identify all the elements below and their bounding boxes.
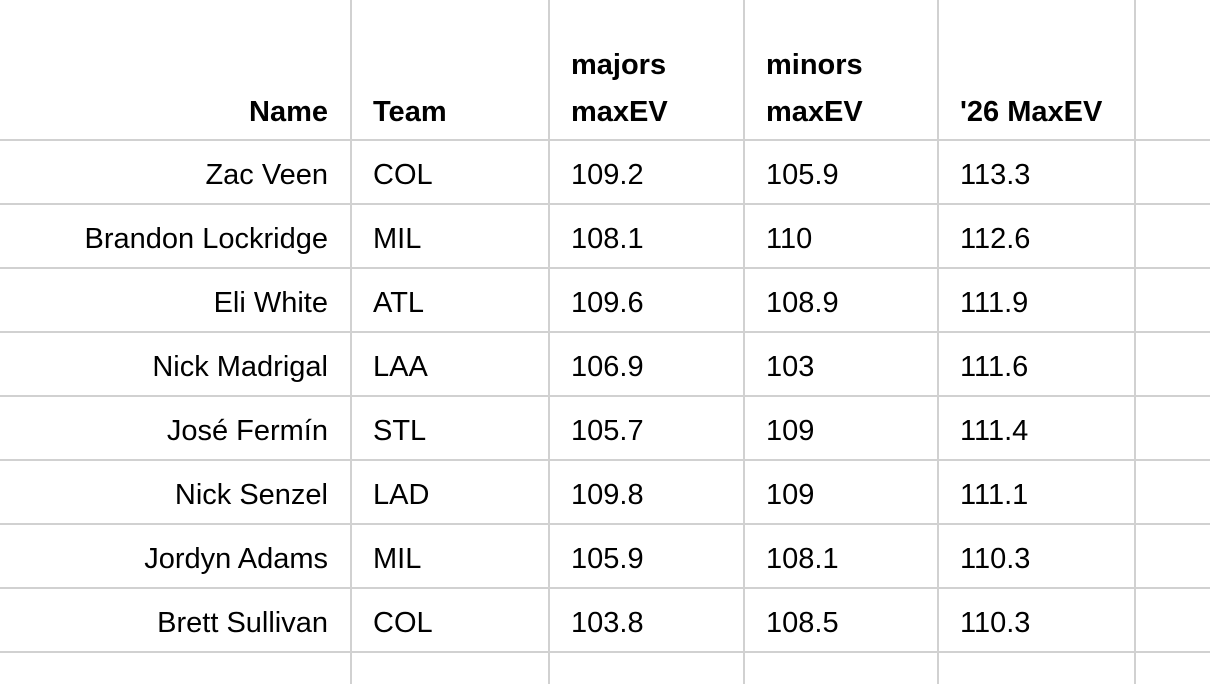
cell-majors-maxev[interactable]: 105.9 [550,525,745,589]
cell-blank[interactable] [1136,461,1210,525]
cell-26-maxev[interactable]: 111.4 [939,397,1136,461]
cell-team[interactable]: MIL [352,205,550,269]
cell-blank[interactable] [1136,333,1210,397]
cell-minors-maxev[interactable]: 103 [745,333,939,397]
cell-team[interactable]: COL [352,589,550,653]
cell-team[interactable]: ATL [352,269,550,333]
cell-name[interactable]: José Fermín [0,397,352,461]
column-header-26-maxev[interactable]: '26 MaxEV [939,0,1136,141]
column-header-team[interactable]: Team [352,0,550,141]
cell-26-maxev[interactable]: 110.3 [939,589,1136,653]
cell-blank[interactable] [1136,141,1210,205]
cell-blank[interactable] [1136,525,1210,589]
cell-majors-maxev[interactable]: 108.1 [550,205,745,269]
empty-cell[interactable] [745,653,939,684]
cell-team[interactable]: COL [352,141,550,205]
cell-minors-maxev[interactable]: 108.1 [745,525,939,589]
cell-name[interactable]: Brandon Lockridge [0,205,352,269]
cell-26-maxev[interactable]: 113.3 [939,141,1136,205]
cell-26-maxev[interactable]: 111.1 [939,461,1136,525]
empty-cell[interactable] [0,653,352,684]
cell-minors-maxev[interactable]: 110 [745,205,939,269]
column-header-minors-maxev[interactable]: minors maxEV [745,0,939,141]
cell-blank[interactable] [1136,205,1210,269]
empty-cell[interactable] [550,653,745,684]
cell-minors-maxev[interactable]: 109 [745,397,939,461]
cell-blank[interactable] [1136,269,1210,333]
cell-26-maxev[interactable]: 112.6 [939,205,1136,269]
cell-majors-maxev[interactable]: 103.8 [550,589,745,653]
cell-team[interactable]: LAA [352,333,550,397]
cell-26-maxev[interactable]: 111.6 [939,333,1136,397]
cell-26-maxev[interactable]: 111.9 [939,269,1136,333]
cell-name[interactable]: Eli White [0,269,352,333]
cell-blank[interactable] [1136,589,1210,653]
cell-name[interactable]: Nick Madrigal [0,333,352,397]
cell-team[interactable]: STL [352,397,550,461]
cell-majors-maxev[interactable]: 109.2 [550,141,745,205]
column-header-name[interactable]: Name [0,0,352,141]
cell-name[interactable]: Brett Sullivan [0,589,352,653]
column-header-majors-maxev[interactable]: majors maxEV [550,0,745,141]
cell-minors-maxev[interactable]: 108.5 [745,589,939,653]
cell-team[interactable]: MIL [352,525,550,589]
cell-majors-maxev[interactable]: 106.9 [550,333,745,397]
cell-blank[interactable] [1136,397,1210,461]
cell-minors-maxev[interactable]: 108.9 [745,269,939,333]
empty-cell[interactable] [1136,653,1210,684]
cell-majors-maxev[interactable]: 105.7 [550,397,745,461]
cell-majors-maxev[interactable]: 109.6 [550,269,745,333]
cell-minors-maxev[interactable]: 109 [745,461,939,525]
cell-team[interactable]: LAD [352,461,550,525]
cell-minors-maxev[interactable]: 105.9 [745,141,939,205]
empty-cell[interactable] [939,653,1136,684]
cell-26-maxev[interactable]: 110.3 [939,525,1136,589]
column-header-blank[interactable] [1136,0,1210,141]
empty-cell[interactable] [352,653,550,684]
cell-name[interactable]: Jordyn Adams [0,525,352,589]
cell-majors-maxev[interactable]: 109.8 [550,461,745,525]
cell-name[interactable]: Zac Veen [0,141,352,205]
cell-name[interactable]: Nick Senzel [0,461,352,525]
